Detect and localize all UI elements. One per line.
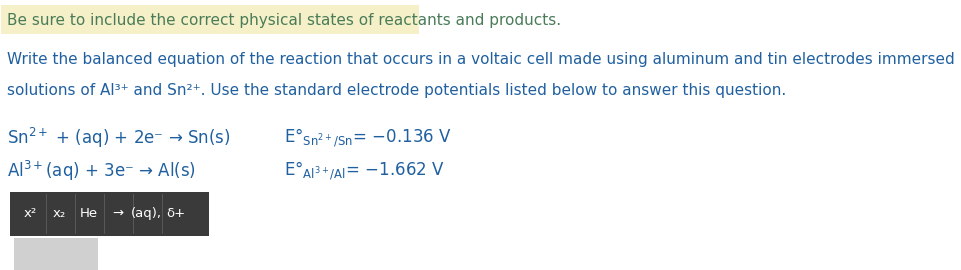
Text: x₂: x₂	[53, 207, 66, 220]
Text: Be sure to include the correct physical states of reactants and products.: Be sure to include the correct physical …	[7, 13, 561, 28]
FancyBboxPatch shape	[13, 238, 98, 270]
Text: solutions of Al³⁺ and Sn²⁺. Use the standard electrode potentials listed below t: solutions of Al³⁺ and Sn²⁺. Use the stan…	[7, 83, 786, 98]
FancyBboxPatch shape	[11, 192, 209, 236]
Text: (aq),: (aq),	[131, 207, 162, 220]
Text: →: →	[112, 207, 123, 220]
Text: $\mathregular{Sn^{2+}}$ + (aq) + 2e⁻ → Sn(s): $\mathregular{Sn^{2+}}$ + (aq) + 2e⁻ → S…	[7, 126, 231, 150]
Text: Write the balanced equation of the reaction that occurs in a voltaic cell made u: Write the balanced equation of the react…	[7, 52, 961, 66]
Text: $\mathregular{E°_{Al^{3+}/Al}}$= −1.662 V: $\mathregular{E°_{Al^{3+}/Al}}$= −1.662 …	[284, 159, 445, 182]
Text: x²: x²	[24, 207, 37, 220]
Text: He: He	[80, 207, 98, 220]
Text: $\mathregular{E°_{Sn^{2+}/Sn}}$= −0.136 V: $\mathregular{E°_{Sn^{2+}/Sn}}$= −0.136 …	[284, 127, 453, 149]
Text: $\mathregular{Al^{3+}}$(aq) + 3e⁻ → Al(s): $\mathregular{Al^{3+}}$(aq) + 3e⁻ → Al(s…	[7, 158, 196, 183]
Text: δ+: δ+	[166, 207, 185, 220]
FancyBboxPatch shape	[1, 5, 419, 34]
